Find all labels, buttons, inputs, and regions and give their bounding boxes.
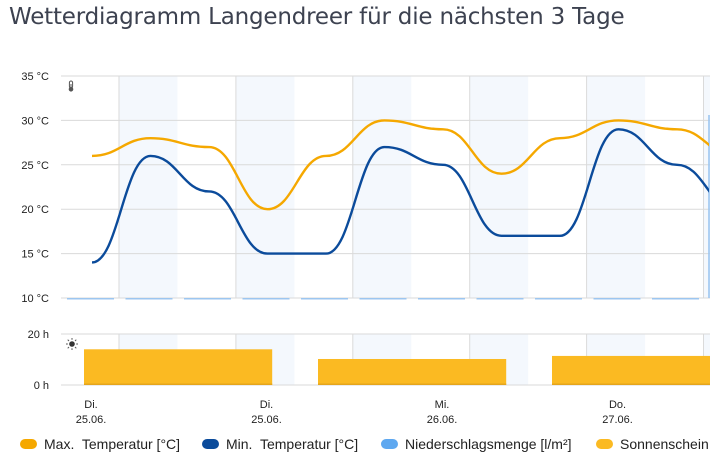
y-tick-label: 20 °C	[21, 204, 49, 216]
x-tick-date: 26.06.	[427, 414, 458, 426]
chart-title: Wetterdiagramm Langendreer für die nächs…	[9, 4, 625, 30]
y-tick-label: 20 h	[28, 329, 49, 341]
max-temp-line	[91, 119, 709, 211]
sunshine-bar-base	[318, 383, 507, 385]
y-tick-label: 30 °C	[21, 115, 49, 127]
x-tick-day: Di.	[84, 399, 97, 411]
legend-item-min-temp[interactable]: Min. Temperatur [°C]	[202, 436, 358, 452]
shade-column	[235, 76, 295, 298]
precipitation-bar	[67, 298, 114, 300]
y-tick-label: 0 h	[34, 380, 49, 392]
legend-item-precip-legend[interactable]: Niederschlagsmenge [l/m²]	[381, 436, 572, 452]
legend-label: Min. Temperatur [°C]	[226, 436, 359, 452]
legend-item-sunshine[interactable]: Sonnenschein [	[596, 436, 710, 452]
legend-label: Niederschlagsmenge [l/m²]	[405, 436, 572, 452]
shade-column	[469, 76, 529, 298]
sunshine-bar	[552, 355, 710, 385]
y-tick-label: 25 °C	[21, 160, 49, 172]
precipitation-bar	[301, 298, 348, 300]
shade-column	[352, 76, 412, 298]
sunshine-bar	[318, 358, 507, 385]
temperature-lines	[91, 119, 709, 264]
day-shading	[119, 76, 710, 385]
y-axis-ticks: 10 °C 15 °C 20 °C 25 °C 30 °C 35 °C 0 h 20 h	[21, 71, 49, 392]
precipitation-bar	[242, 298, 290, 300]
legend-label: Max. Temperatur [°C]	[44, 436, 181, 452]
shade-column	[586, 76, 646, 298]
precipitation-bar	[652, 298, 699, 300]
x-tick-day: Di.	[260, 399, 273, 411]
x-tick-day: Do.	[609, 399, 626, 411]
legend-label: Sonnenschein [	[620, 436, 710, 452]
y-tick-label: 15 °C	[21, 249, 49, 261]
legend-swatch-icon	[381, 439, 398, 449]
legend-item-max-temp[interactable]: Max. Temperatur [°C]	[20, 436, 180, 452]
x-tick-date: 25.06.	[251, 414, 282, 426]
x-tick-date: 27.06.	[602, 414, 633, 426]
legend: Max. Temperatur [°C] Min. Temperatur [°C]…	[0, 436, 710, 458]
legend-swatch-icon	[20, 439, 37, 449]
precipitation-series	[67, 115, 710, 300]
thermometer-icon	[68, 80, 74, 92]
precipitation-bar	[593, 298, 641, 300]
precipitation-bar	[184, 298, 231, 300]
sunshine-bar-base	[552, 383, 710, 385]
sunshine-bar	[84, 349, 273, 385]
sunshine-bar-base	[84, 383, 273, 385]
precipitation-bar	[535, 298, 582, 300]
precipitation-bar	[125, 298, 173, 300]
y-tick-label: 35 °C	[21, 71, 49, 83]
min-temp-line	[91, 128, 709, 264]
sunshine-bars	[84, 349, 710, 385]
precipitation-bar	[476, 298, 524, 300]
precipitation-bar	[418, 298, 465, 300]
x-tick-date: 25.06.	[76, 414, 107, 426]
x-tick-day: Mi.	[435, 399, 450, 411]
legend-swatch-icon	[202, 439, 219, 449]
precipitation-bar	[708, 115, 710, 298]
gridlines	[61, 75, 710, 386]
sun-icon	[66, 338, 78, 350]
x-axis-ticks: Di. 25.06. Di. 25.06. Mi. 26.06. Do. 27.06.	[76, 399, 633, 426]
precipitation-bar	[359, 298, 407, 300]
y-tick-label: 10 °C	[21, 293, 49, 305]
legend-swatch-icon	[596, 439, 613, 449]
weather-chart: 10 °C 15 °C 20 °C 25 °C 30 °C 35 °C 0 h 20 h Di…	[21, 71, 710, 426]
